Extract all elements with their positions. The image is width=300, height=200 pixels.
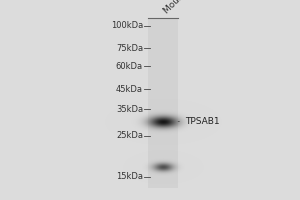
Text: Mouse skin: Mouse skin — [162, 0, 204, 15]
Text: 35kDa: 35kDa — [116, 105, 143, 114]
Text: TPSAB1: TPSAB1 — [178, 117, 220, 126]
Text: 45kDa: 45kDa — [116, 85, 143, 94]
Text: 25kDa: 25kDa — [116, 131, 143, 140]
Text: 15kDa: 15kDa — [116, 172, 143, 181]
Text: 60kDa: 60kDa — [116, 62, 143, 71]
Text: 75kDa: 75kDa — [116, 44, 143, 53]
Text: 100kDa: 100kDa — [111, 21, 143, 30]
